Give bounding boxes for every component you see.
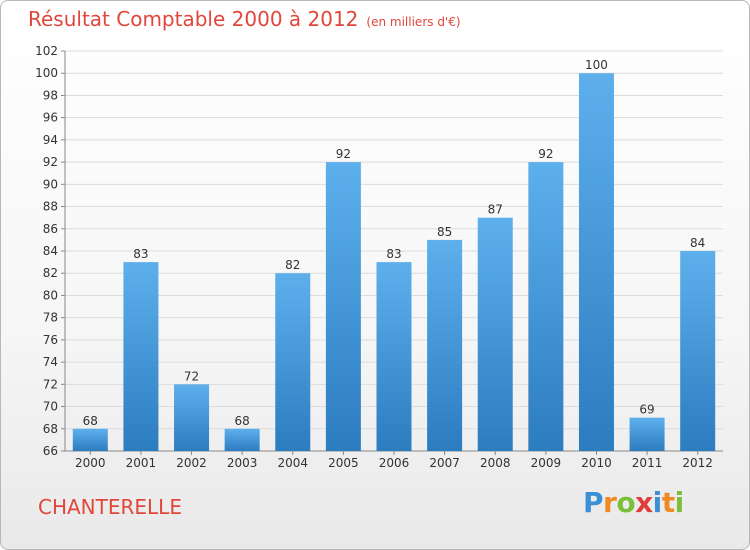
y-tick-label: 100 [35,66,58,80]
bar [376,262,412,451]
logo-letter: i [652,486,663,519]
data-label: 69 [639,403,654,417]
data-label: 87 [488,203,503,217]
y-tick-label: 82 [43,266,58,280]
chart-unit-text: (en milliers d'€) [366,15,461,29]
data-label: 100 [585,58,608,72]
data-label: 84 [690,236,705,250]
x-tick-label: 2011 [632,456,663,470]
bar [325,162,361,451]
y-tick-label: 98 [43,88,58,102]
x-tick-label: 2009 [531,456,562,470]
y-tick-label: 88 [43,200,58,214]
bar [275,273,311,451]
bar [123,262,159,451]
bar [629,417,665,451]
y-tick-label: 76 [43,333,58,347]
data-label: 85 [437,225,452,239]
bar [680,251,716,451]
x-tick-label: 2003 [227,456,258,470]
y-tick-label: 84 [43,244,58,258]
proxiti-logo: Proxiti [583,486,684,519]
bar [578,73,614,451]
x-tick-label: 2000 [75,456,106,470]
y-tick-label: 102 [35,44,58,58]
y-tick-label: 70 [43,400,58,414]
x-tick-label: 2006 [379,456,410,470]
x-tick-label: 2005 [328,456,359,470]
y-tick-label: 72 [43,377,58,391]
chart-title-text: Résultat Comptable 2000 à 2012 [28,7,359,31]
bar [72,428,108,451]
chart-title: Résultat Comptable 2000 à 2012 (en millie… [28,7,461,31]
logo-letter: t [661,486,675,519]
x-tick-label: 2004 [277,456,308,470]
data-label: 83 [386,247,401,261]
y-tick-label: 68 [43,422,58,436]
y-tick-label: 90 [43,177,58,191]
bar [528,162,564,451]
y-tick-label: 80 [43,288,58,302]
data-label: 83 [133,247,148,261]
data-label: 68 [83,414,98,428]
data-label: 82 [285,258,300,272]
y-tick-label: 78 [43,311,58,325]
bar [224,428,260,451]
data-label: 92 [336,147,351,161]
y-tick-label: 94 [43,133,58,147]
y-tick-label: 66 [43,444,58,458]
bar [477,217,513,451]
x-tick-label: 2008 [480,456,511,470]
logo-letter: r [603,486,617,519]
y-tick-label: 92 [43,155,58,169]
x-tick-label: 2010 [581,456,612,470]
logo-letter: i [674,486,685,519]
logo-letter: o [616,486,636,519]
y-tick-label: 74 [43,355,58,369]
y-tick-label: 86 [43,222,58,236]
x-tick-label: 2001 [126,456,157,470]
data-label: 68 [235,414,250,428]
y-tick-label: 96 [43,111,58,125]
logo-letter: P [583,486,604,519]
x-tick-label: 2012 [682,456,713,470]
location-name: CHANTERELLE [38,495,182,519]
bar [427,239,463,451]
logo-letter: x [635,486,653,519]
x-tick-label: 2007 [429,456,460,470]
x-tick-label: 2002 [176,456,207,470]
data-label: 92 [538,147,553,161]
bar [174,384,210,451]
data-label: 72 [184,369,199,383]
